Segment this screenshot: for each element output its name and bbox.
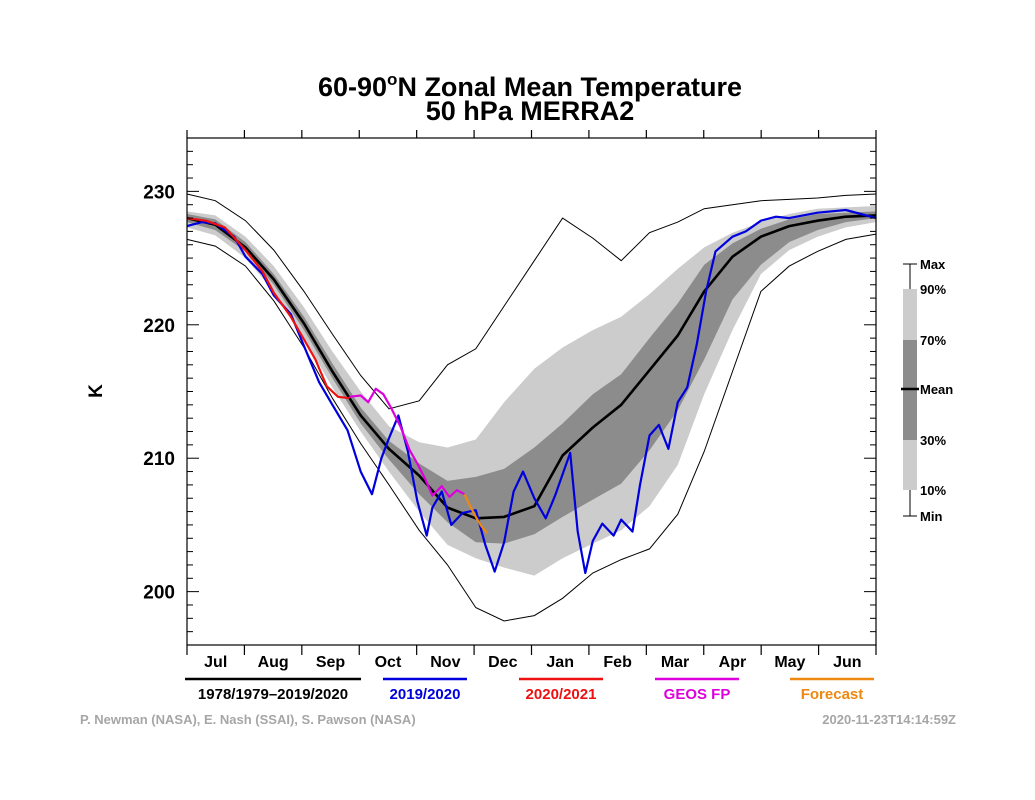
series-legend: 1978/1979–2019/2020 2019/2020 2020/2021 GEO… bbox=[185, 677, 874, 703]
legend-label-max: Max bbox=[920, 257, 946, 272]
x-month-label: Mar bbox=[661, 654, 689, 671]
legend-label-forecast: Forecast bbox=[801, 686, 864, 703]
legend-label-p90: 90% bbox=[920, 282, 946, 297]
chart-title-text: 60-90oN Zonal Mean Temperature bbox=[318, 70, 742, 102]
x-month-label: Jan bbox=[546, 654, 574, 671]
plot-area: 200 210 220 230 Jul Aug Sep Oct Nov Dec Jan Feb Mar A… bbox=[143, 130, 877, 671]
series-line-2019-2020 bbox=[186, 208, 877, 575]
y-tick-label: 220 bbox=[143, 316, 175, 337]
credits-authors: P. Newman (NASA), E. Nash (SSAI), S. Paw… bbox=[80, 712, 416, 727]
legend-label-min: Min bbox=[920, 509, 942, 524]
x-month-label: Jul bbox=[204, 654, 227, 671]
x-month-label: Nov bbox=[430, 654, 460, 671]
credits-timestamp: 2020-11-23T14:14:59Z bbox=[822, 712, 956, 727]
legend-label-2020-2021: 2020/2021 bbox=[526, 686, 597, 703]
chart-subtitle: 50 hPa MERRA2 bbox=[426, 96, 635, 126]
series-line-geos-fp bbox=[349, 387, 466, 498]
legend-label-p30: 30% bbox=[920, 433, 946, 448]
series-line-forecast bbox=[463, 493, 488, 534]
x-month-label: Sep bbox=[316, 654, 346, 671]
y-tick-label: 230 bbox=[143, 182, 175, 203]
chart-title: 60-90oN Zonal Mean Temperature 50 hPa ME… bbox=[318, 70, 742, 126]
y-axis-label: K bbox=[86, 384, 107, 398]
legend-label-geos-fp: GEOS FP bbox=[664, 686, 731, 703]
legend-swatch-70-90 bbox=[903, 289, 917, 340]
x-month-label: Feb bbox=[603, 654, 632, 671]
legend-swatch-10-30 bbox=[903, 440, 917, 490]
legend-label-p10: 10% bbox=[920, 483, 946, 498]
x-month-label: Aug bbox=[258, 654, 289, 671]
series-line-1978-1979-2019-2020 bbox=[186, 214, 877, 520]
legend-label-1978-1979-2019-2020: 1978/1979–2019/2020 bbox=[198, 686, 348, 703]
max-line bbox=[186, 193, 877, 410]
band-legend: Max 90% 70% Mean 30% 10% Min bbox=[901, 257, 953, 524]
series-line-2020-2021 bbox=[186, 217, 350, 400]
x-month-label: Jun bbox=[833, 654, 861, 671]
y-tick-label: 200 bbox=[143, 583, 175, 604]
x-month-label: Oct bbox=[375, 654, 402, 671]
legend-label-mean: Mean bbox=[920, 382, 953, 397]
legend-label-2019-2020: 2019/2020 bbox=[390, 686, 461, 703]
x-month-label: Dec bbox=[488, 654, 517, 671]
x-month-label: May bbox=[774, 654, 805, 671]
y-tick-label: 210 bbox=[143, 449, 175, 470]
x-month-label: Apr bbox=[719, 654, 747, 671]
legend-label-p70: 70% bbox=[920, 333, 946, 348]
